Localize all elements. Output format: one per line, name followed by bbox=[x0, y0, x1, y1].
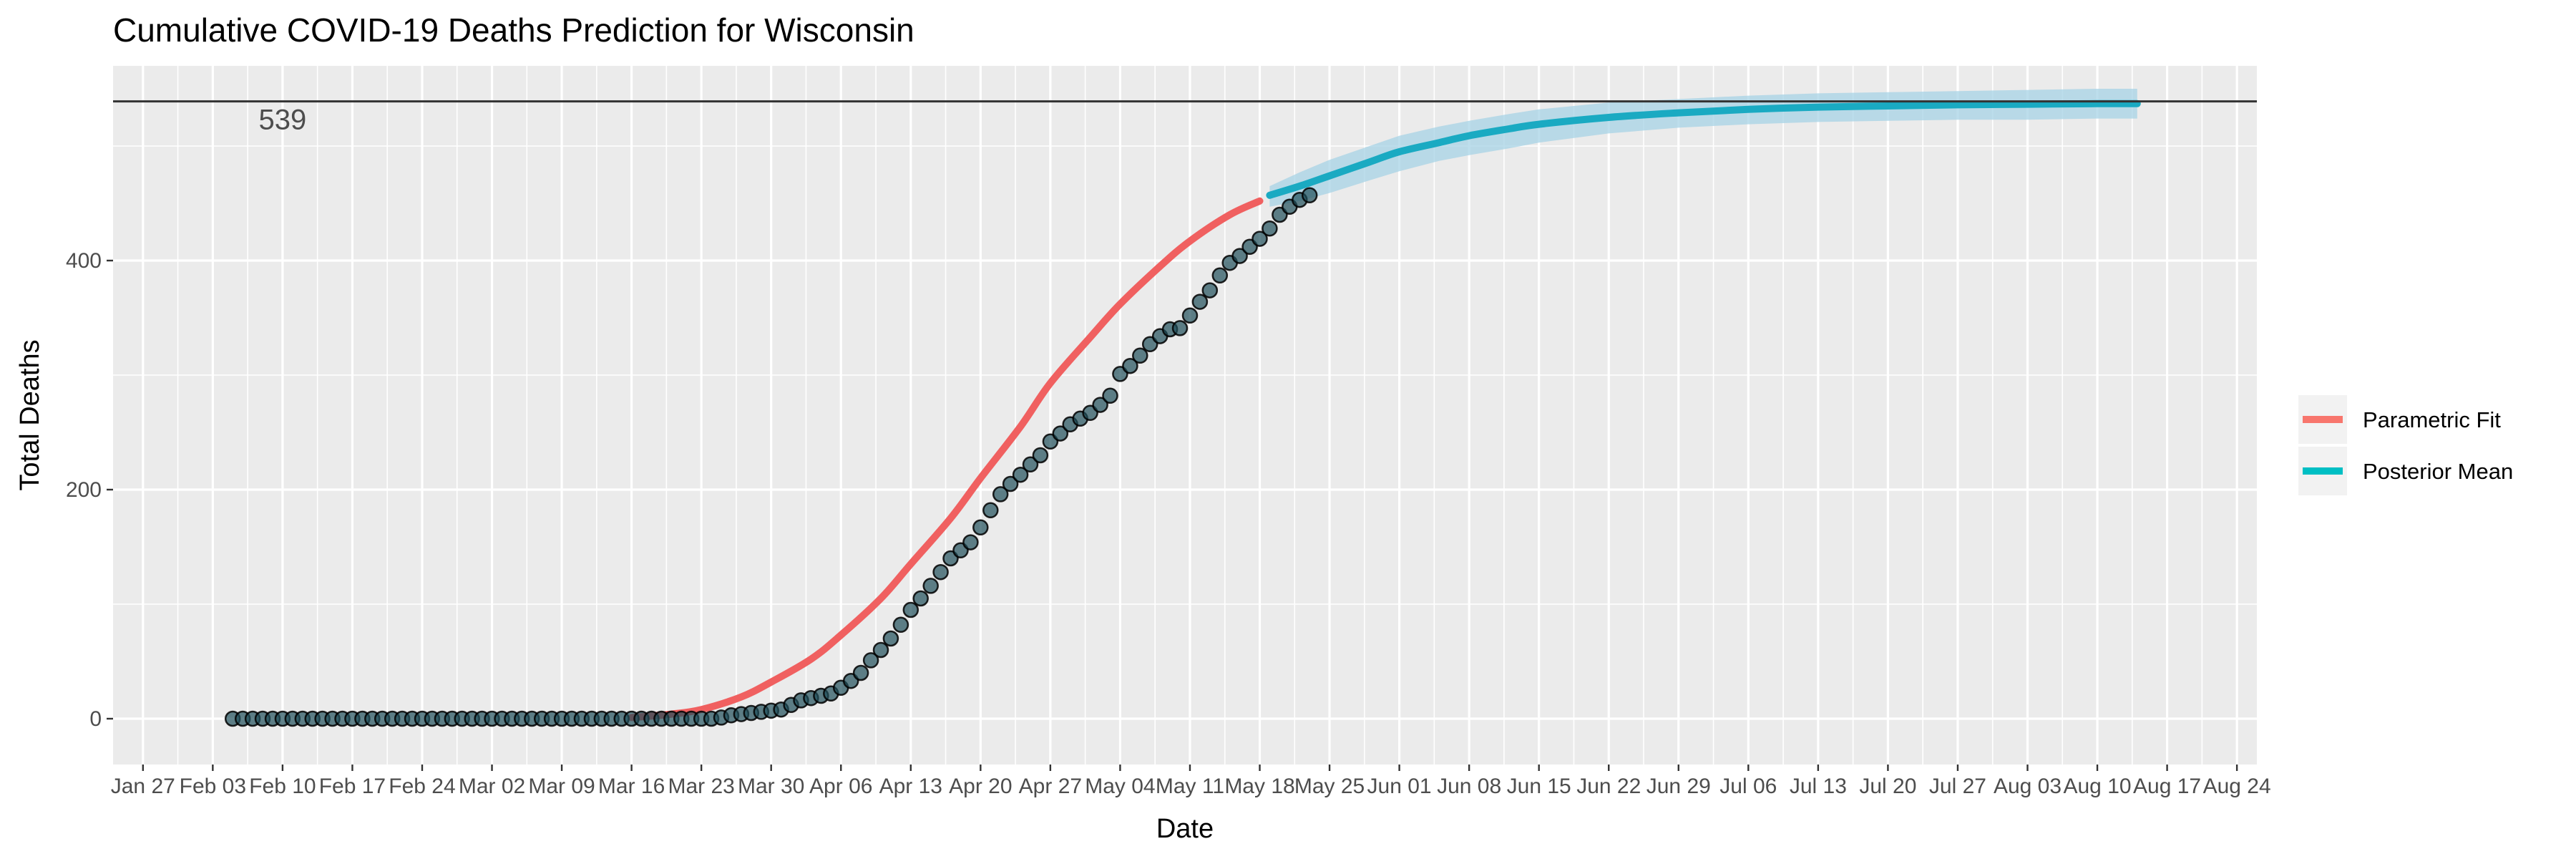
observed-point bbox=[1052, 425, 1069, 442]
observed-point bbox=[1201, 282, 1219, 299]
observed-point bbox=[1181, 307, 1199, 324]
x-tick-label: Jul 27 bbox=[1929, 775, 1986, 798]
observed-point bbox=[1301, 187, 1318, 204]
axes: Jan 27 Feb 03 Feb 10 Feb 17 Feb 24 Mar 02 Mar … bbox=[66, 249, 2271, 798]
x-tick-label: Mar 23 bbox=[668, 775, 734, 798]
observed-point bbox=[922, 578, 939, 594]
legend: Parametric Fit Posterior Mean bbox=[2298, 395, 2513, 495]
posterior-band-layer bbox=[1269, 89, 2137, 207]
chart-title: Cumulative COVID-19 Deaths Prediction fo… bbox=[113, 11, 914, 49]
x-tick-label: May 18 bbox=[1224, 775, 1294, 798]
x-tick-label: Jan 27 bbox=[111, 775, 175, 798]
x-tick-label: May 25 bbox=[1294, 775, 1365, 798]
parametric-fit-line bbox=[628, 197, 1264, 722]
legend-label: Parametric Fit bbox=[2363, 407, 2501, 432]
x-tick-label: Aug 10 bbox=[2063, 775, 2131, 798]
x-tick-label: May 04 bbox=[1085, 775, 1155, 798]
legend-label: Posterior Mean bbox=[2363, 459, 2513, 484]
x-tick-label: Feb 10 bbox=[249, 775, 316, 798]
x-tick-label: Aug 24 bbox=[2203, 775, 2271, 798]
x-tick-label: Feb 03 bbox=[180, 775, 246, 798]
x-tick-label: Apr 20 bbox=[949, 775, 1012, 798]
line-layer bbox=[628, 100, 2141, 722]
x-tick-label: Jun 15 bbox=[1507, 775, 1571, 798]
observed-point bbox=[1132, 347, 1148, 364]
observed-point bbox=[992, 486, 1009, 503]
x-tick-label: May 11 bbox=[1156, 775, 1224, 798]
observed-point bbox=[882, 630, 899, 647]
observed-point bbox=[1092, 397, 1108, 413]
x-tick-label: Jul 06 bbox=[1719, 775, 1777, 798]
x-tick-label: Mar 30 bbox=[738, 775, 804, 798]
observed-point bbox=[862, 652, 879, 669]
y-axis-title: Total Deaths bbox=[15, 339, 45, 490]
reference-label: 539 bbox=[259, 105, 307, 136]
x-tick-label: Aug 17 bbox=[2133, 775, 2201, 798]
observed-point bbox=[962, 534, 979, 550]
posterior-mean-line bbox=[1266, 100, 2141, 199]
x-tick-label: Apr 06 bbox=[809, 775, 872, 798]
x-tick-label: Jun 01 bbox=[1367, 775, 1432, 798]
observed-point bbox=[1012, 466, 1029, 483]
observed-point bbox=[1102, 387, 1118, 404]
x-tick-label: Feb 24 bbox=[389, 775, 455, 798]
observed-point bbox=[1022, 456, 1039, 473]
x-tick-label: Mar 16 bbox=[598, 775, 665, 798]
observed-point bbox=[1252, 230, 1268, 247]
x-tick-label: Jun 29 bbox=[1646, 775, 1711, 798]
posterior-band bbox=[1269, 89, 2137, 207]
x-tick-label: Apr 13 bbox=[879, 775, 942, 798]
observed-point bbox=[1171, 320, 1189, 336]
y-tick-label: 400 bbox=[66, 249, 102, 273]
x-tick-label: Mar 02 bbox=[459, 775, 525, 798]
grid-lines bbox=[113, 66, 2257, 765]
observed-point bbox=[1211, 267, 1229, 284]
observed-point bbox=[1191, 293, 1209, 310]
observed-point bbox=[1122, 357, 1138, 374]
plot-panel bbox=[113, 66, 2257, 765]
observed-point bbox=[1231, 248, 1248, 264]
x-tick-label: Jun 22 bbox=[1576, 775, 1641, 798]
reference-layer: 539 bbox=[113, 100, 2257, 136]
observed-point bbox=[1032, 447, 1049, 464]
y-tick-label: 200 bbox=[66, 478, 102, 502]
x-tick-label: Apr 27 bbox=[1019, 775, 1082, 798]
observed-point bbox=[972, 519, 989, 536]
x-tick-label: Feb 17 bbox=[319, 775, 386, 798]
x-tick-label: Jul 20 bbox=[1859, 775, 1916, 798]
x-tick-label: Aug 03 bbox=[1994, 775, 2062, 798]
observed-points bbox=[224, 187, 1318, 727]
observed-point bbox=[932, 563, 949, 581]
observed-point bbox=[852, 664, 869, 681]
y-tick-label: 0 bbox=[89, 707, 102, 731]
observed-point bbox=[872, 641, 889, 659]
observed-point bbox=[912, 590, 929, 607]
x-tick-label: Jun 08 bbox=[1437, 775, 1501, 798]
x-tick-label: Mar 09 bbox=[528, 775, 595, 798]
observed-point bbox=[902, 601, 919, 618]
observed-point bbox=[1002, 475, 1019, 492]
observed-point bbox=[982, 502, 999, 519]
observed-point bbox=[892, 616, 909, 634]
x-axis-title: Date bbox=[1156, 814, 1214, 844]
x-tick-label: Jul 13 bbox=[1790, 775, 1847, 798]
observed-point bbox=[1262, 220, 1278, 237]
